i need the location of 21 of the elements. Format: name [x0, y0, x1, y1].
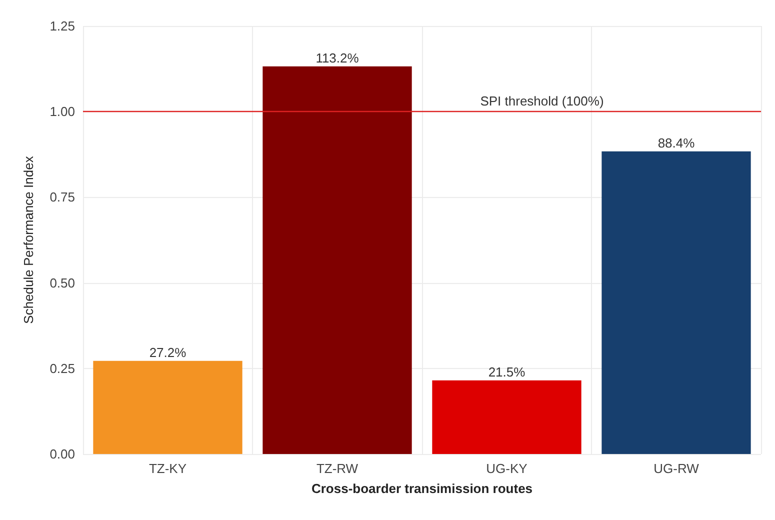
bar [602, 151, 751, 454]
y-tick-label: 1.00 [50, 104, 75, 120]
data-label: 113.2% [316, 50, 360, 66]
bar [432, 380, 582, 454]
y-tick-label: 1.25 [50, 18, 75, 34]
y-tick-label: 0.00 [50, 446, 75, 462]
x-axis-title: Cross-boarder transimission routes [311, 481, 533, 496]
bar [262, 66, 412, 454]
y-tick-label: 0.75 [50, 190, 75, 205]
x-tick-label: TZ-RW [316, 461, 359, 476]
x-tick-label: TZ-KY [148, 461, 187, 476]
data-label: 27.2% [149, 344, 187, 360]
x-tick-label: UG-KY [486, 461, 528, 476]
y-tick-label: 0.50 [50, 275, 75, 290]
data-label: 88.4% [658, 135, 696, 150]
y-axis-title: Schedule Performance Index [21, 156, 36, 324]
data-label: 21.5% [488, 364, 526, 380]
x-tick-label: UG-RW [654, 461, 700, 476]
ref-line-label: SPI threshold (100%) [480, 94, 604, 109]
y-tick-label: 0.25 [50, 360, 75, 376]
bar [93, 360, 242, 454]
